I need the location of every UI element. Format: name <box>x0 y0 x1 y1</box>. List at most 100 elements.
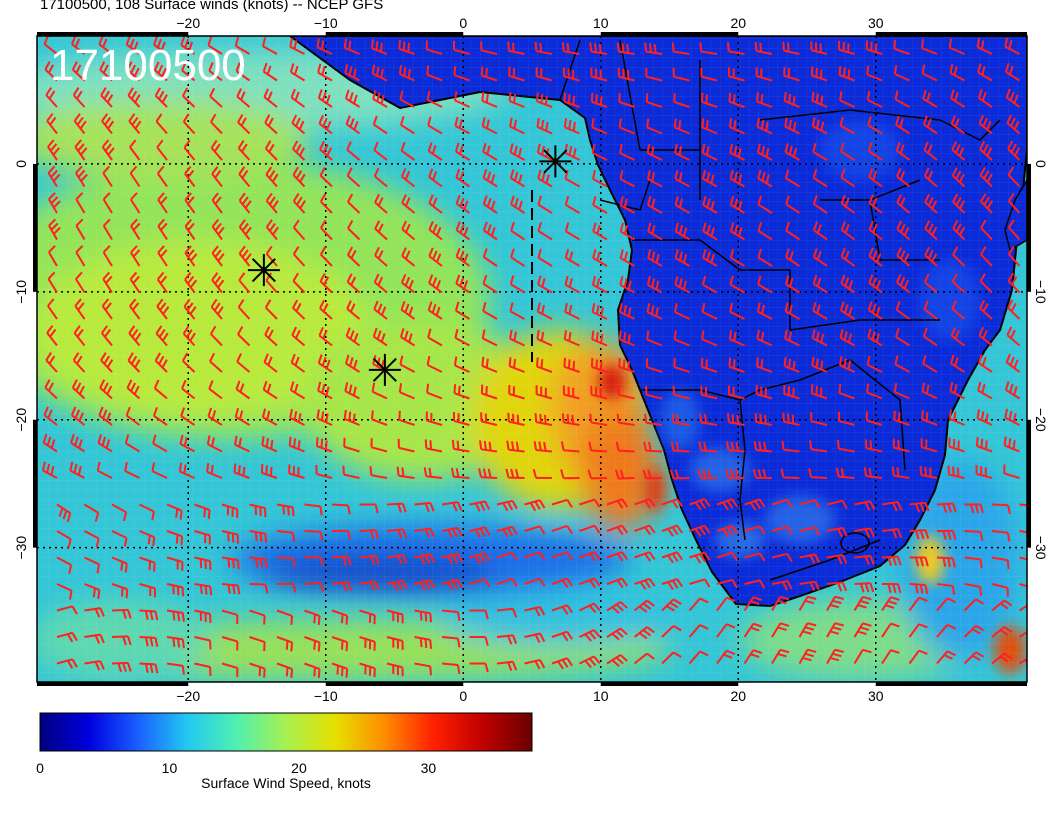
wind-barb <box>564 302 580 320</box>
wind-barb <box>922 354 938 373</box>
wind-barb <box>920 438 938 453</box>
wind-barb <box>854 554 875 566</box>
wind-barb <box>699 413 718 426</box>
wind-barb <box>702 249 718 267</box>
wind-barb <box>125 406 141 426</box>
wind-barb <box>153 61 168 82</box>
wind-barb <box>811 117 828 135</box>
wind-barb <box>866 65 883 82</box>
wind-barb <box>1018 657 1027 665</box>
wind-barb <box>896 247 911 267</box>
wind-barb <box>551 551 573 561</box>
wind-barb <box>496 660 518 672</box>
lat-label-right: −10 <box>1033 280 1049 304</box>
wind-barb <box>304 609 321 626</box>
wind-barb <box>936 650 956 665</box>
wind-barb <box>478 468 498 479</box>
wind-barb <box>509 302 525 320</box>
wind-barb <box>689 498 711 511</box>
wind-barb <box>785 248 801 267</box>
wind-barb <box>344 382 360 400</box>
wind-barb <box>194 530 211 545</box>
wind-barb <box>587 469 608 480</box>
wind-barb <box>551 630 573 642</box>
wind-barb <box>868 168 883 188</box>
wind-barb <box>606 601 628 614</box>
wind-barb <box>111 583 129 599</box>
wind-barb <box>139 662 159 674</box>
wind-barb <box>289 63 306 82</box>
wind-barb <box>921 382 938 400</box>
wind-barb <box>619 144 635 161</box>
wind-barb <box>616 42 635 55</box>
wind-barb <box>838 383 855 400</box>
wind-barb <box>564 222 581 241</box>
wind-barb <box>579 577 601 589</box>
star-marker <box>539 145 572 178</box>
wind-barb <box>700 385 718 400</box>
wind-barb <box>701 118 718 135</box>
wind-barb <box>234 435 250 453</box>
wind-barb <box>589 413 608 426</box>
wind-barb <box>756 117 773 135</box>
wind-barb <box>591 118 608 135</box>
wind-barb <box>781 440 800 453</box>
wind-barb <box>689 524 711 537</box>
land-texture <box>660 120 980 558</box>
wind-barb <box>615 441 635 453</box>
wind-barb <box>276 636 294 652</box>
wind-barb <box>101 139 115 161</box>
wind-barb <box>1004 63 1021 82</box>
wind-barb <box>371 39 388 55</box>
wind-barb <box>716 551 738 562</box>
wind-barb <box>469 500 491 512</box>
wind-barb <box>537 275 553 294</box>
frame-bar-top <box>37 32 189 36</box>
wind-barb <box>209 352 223 373</box>
wind-barb <box>923 273 938 294</box>
wind-barb <box>441 501 463 512</box>
wind-barb <box>56 556 73 574</box>
wind-barb <box>991 652 1013 665</box>
wind-barb <box>372 327 388 347</box>
wind-barb <box>154 87 168 108</box>
wind-barb <box>951 167 966 188</box>
wind-barb <box>752 468 773 479</box>
wind-barb <box>729 143 745 161</box>
wind-barb <box>157 192 168 214</box>
wind-barb <box>496 634 518 645</box>
wind-barb <box>633 626 655 640</box>
wind-barb <box>178 462 195 479</box>
wind-barb <box>481 117 498 135</box>
wind-barb <box>698 441 718 453</box>
wind-barb <box>618 330 635 347</box>
wind-barb <box>261 408 278 426</box>
wind-barb <box>702 196 718 214</box>
wind-barb <box>811 329 828 347</box>
wind-barb <box>317 381 333 400</box>
wind-barb <box>895 115 911 135</box>
wind-barb <box>288 436 305 453</box>
wind-barb <box>619 303 635 320</box>
wind-barb <box>128 113 142 135</box>
wind-barb <box>755 357 773 373</box>
wind-barb <box>784 302 800 320</box>
wind-barb <box>674 169 690 188</box>
wind-barb <box>56 503 72 523</box>
wind-barb <box>1006 114 1021 135</box>
wind-barb <box>316 409 333 426</box>
wind-barb <box>799 499 821 509</box>
wind-barb <box>124 461 140 479</box>
wind-barb <box>56 583 73 600</box>
wind-barb <box>701 169 718 188</box>
wind-barb <box>671 413 690 426</box>
wind-barb <box>276 530 296 542</box>
lon-label-top: 30 <box>868 15 884 31</box>
wind-barb <box>111 608 132 619</box>
wind-barb <box>47 245 58 267</box>
wind-barb <box>579 655 601 669</box>
wind-barb <box>345 89 361 108</box>
wind-barb <box>48 218 61 241</box>
wind-barb <box>923 141 938 161</box>
wind-barb <box>166 583 185 597</box>
